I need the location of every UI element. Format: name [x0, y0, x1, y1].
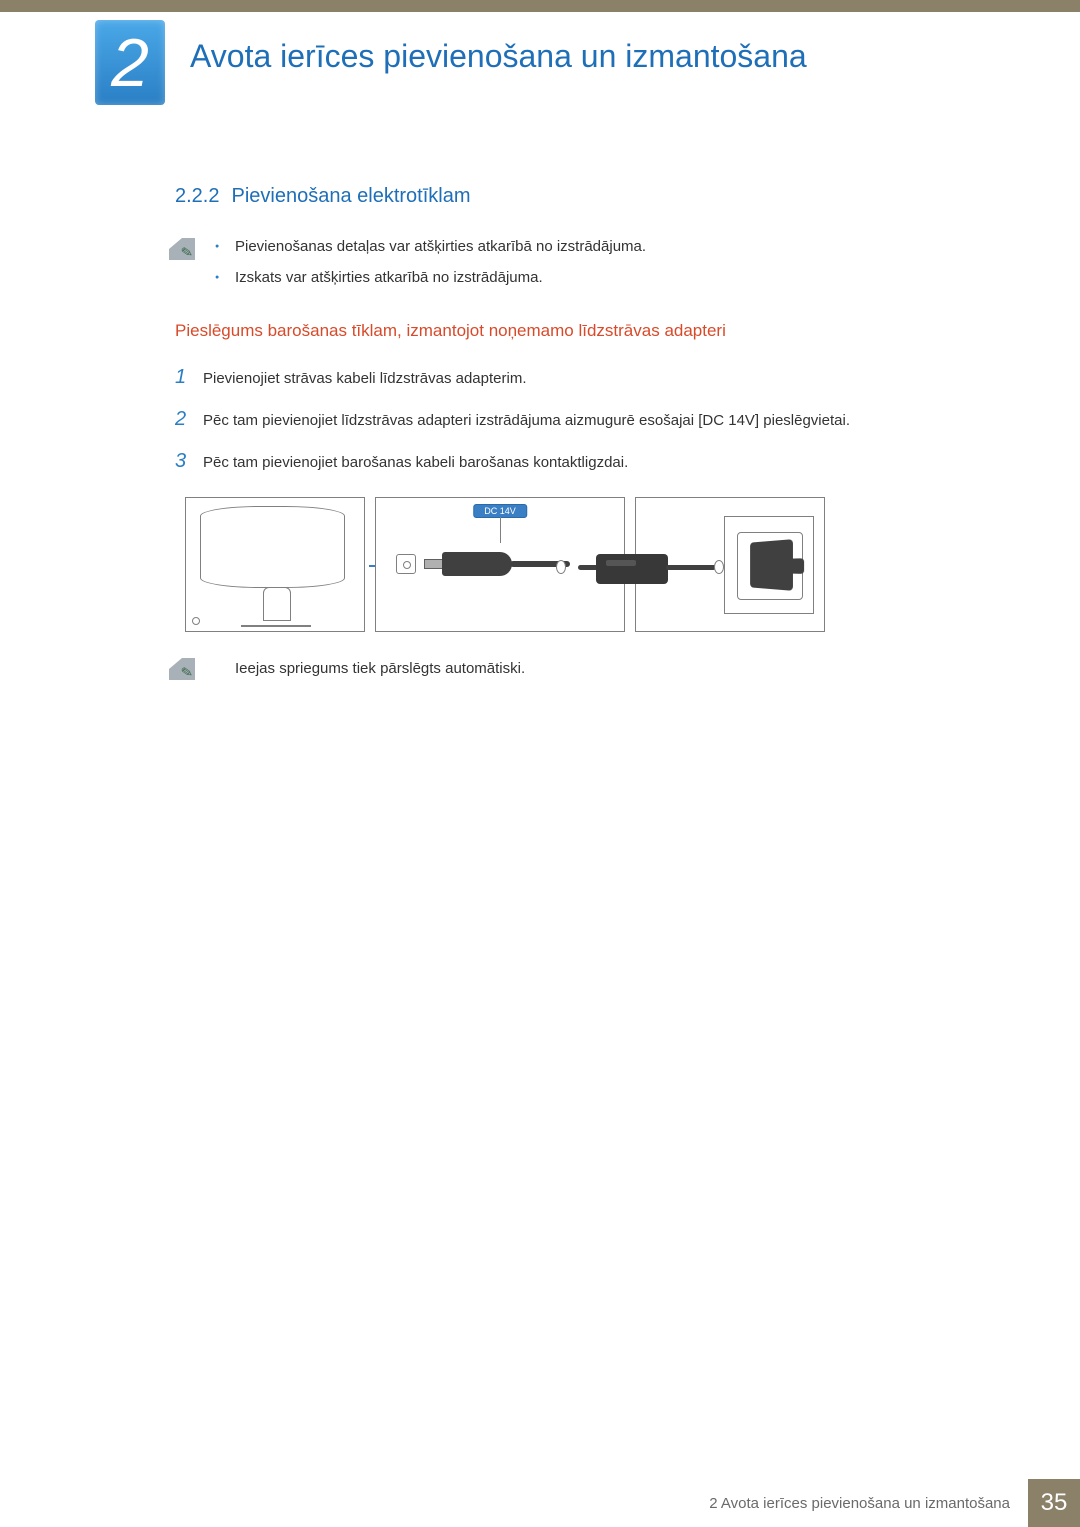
footer-page-number: 35	[1028, 1479, 1080, 1527]
subsection-heading: Pieslēgums barošanas tīklam, izmantojot …	[175, 321, 975, 341]
power-adapter-icon	[596, 554, 668, 584]
chapter-number-badge: 2	[95, 20, 165, 105]
step-text: Pievienojiet strāvas kabeli līdzstrāvas …	[203, 367, 526, 391]
dc-plug-icon	[424, 550, 544, 578]
step-number: 1	[175, 361, 203, 393]
bottom-note: Ieejas spriegums tiek pārslēgts automāti…	[169, 656, 975, 680]
section-title: Pievienošana elektrotīklam	[231, 185, 470, 207]
cable-tie-icon	[556, 560, 566, 574]
step-text: Pēc tam pievienojiet līdzstrāvas adapter…	[203, 409, 850, 433]
power-plug-icon	[750, 539, 793, 591]
info-bullet: Pievienošanas detaļas var atšķirties atk…	[215, 236, 975, 259]
info-bullet-list: Pievienošanas detaļas var atšķirties atk…	[215, 236, 975, 297]
connection-diagram: DC 14V	[185, 497, 825, 632]
info-bullet: Izskats var atšķirties atkarībā no izstr…	[215, 267, 975, 290]
footer-chapter-ref: 2 Avota ierīces pievienošana un izmantoš…	[709, 1479, 1028, 1527]
top-accent-bar	[0, 0, 1080, 12]
step-number: 3	[175, 445, 203, 477]
plug-body	[442, 552, 512, 576]
port-label: DC 14V	[473, 504, 527, 518]
step-text: Pēc tam pievienojiet barošanas kabeli ba…	[203, 451, 628, 475]
callout-leader-line	[500, 517, 501, 543]
chapter-number: 2	[111, 29, 149, 97]
section-heading: 2.2.2 Pievienošana elektrotīklam	[175, 185, 975, 208]
wall-outlet-icon	[724, 516, 814, 614]
page-content: 2.2.2 Pievienošana elektrotīklam Pievieno…	[175, 185, 975, 680]
note-icon	[169, 238, 195, 260]
monitor-stand	[241, 593, 311, 627]
info-note-box: Pievienošanas detaļas var atšķirties atk…	[169, 236, 975, 297]
monitor-power-button	[192, 617, 200, 625]
cable-tie-icon	[714, 560, 724, 574]
diagram-outlet-panel	[635, 497, 825, 632]
diagram-monitor-panel	[185, 497, 365, 632]
note-icon	[169, 658, 195, 680]
adapter-cable	[578, 565, 598, 570]
chapter-title: Avota ierīces pievienošana un izmantošan…	[190, 38, 807, 75]
page-footer: 2 Avota ierīces pievienošana un izmantoš…	[0, 1479, 1080, 1527]
plug-tip	[424, 559, 444, 569]
step-item: 3 Pēc tam pievienojiet barošanas kabeli …	[175, 445, 975, 477]
dc-port-icon	[396, 554, 416, 574]
step-list: 1 Pievienojiet strāvas kabeli līdzstrāva…	[175, 361, 975, 477]
adapter-cable	[666, 565, 716, 570]
section-number: 2.2.2	[175, 185, 219, 207]
note-text: Ieejas spriegums tiek pārslēgts automāti…	[235, 660, 525, 677]
monitor-screen	[200, 506, 345, 588]
step-number: 2	[175, 403, 203, 435]
step-item: 2 Pēc tam pievienojiet līdzstrāvas adapt…	[175, 403, 975, 435]
step-item: 1 Pievienojiet strāvas kabeli līdzstrāva…	[175, 361, 975, 393]
